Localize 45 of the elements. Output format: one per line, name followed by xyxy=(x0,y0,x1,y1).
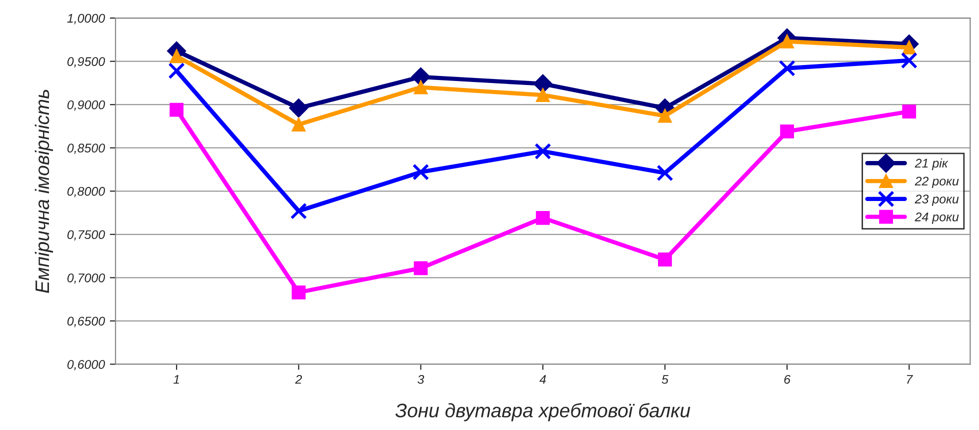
legend-label: 22 роки xyxy=(914,176,959,188)
y-tick-label: 0,9000 xyxy=(67,100,106,111)
y-axis-title: Емпірична імовірність xyxy=(34,90,53,293)
point xyxy=(658,108,672,123)
point xyxy=(290,202,307,220)
legend-label: 24 роки xyxy=(914,212,959,224)
point xyxy=(411,67,430,86)
point xyxy=(780,34,794,48)
y-tick-label: 0,6500 xyxy=(67,316,106,328)
y-tick-label: 0,9500 xyxy=(67,57,106,68)
y-tick-label: 0,8000 xyxy=(67,186,106,198)
y-tick-label: 1,0000 xyxy=(67,14,106,24)
point xyxy=(536,88,550,102)
legend-label: 23 роки xyxy=(914,194,959,206)
point xyxy=(902,40,916,54)
point xyxy=(414,80,428,94)
x-tick-label: 5 xyxy=(662,375,668,384)
point xyxy=(658,252,672,266)
x-axis-title: Зони двутавра хребтової балки xyxy=(395,402,690,422)
point xyxy=(656,164,674,182)
y-tick-label: 0,6000 xyxy=(67,360,106,370)
point xyxy=(292,285,306,300)
point xyxy=(534,142,552,160)
x-tick-label: 6 xyxy=(784,374,791,384)
point xyxy=(900,52,918,69)
point xyxy=(414,261,428,276)
point xyxy=(536,211,550,225)
y-tick-label: 0,8500 xyxy=(67,144,106,154)
point xyxy=(289,98,308,118)
x-tick-label: 7 xyxy=(906,375,913,384)
point xyxy=(412,164,430,180)
y-tick-label: 0,7500 xyxy=(67,230,106,241)
y-tick-label: 0,7000 xyxy=(67,273,106,284)
x-tick-label: 2 xyxy=(295,374,302,384)
point xyxy=(168,62,185,80)
point xyxy=(780,124,794,138)
x-tick-label: 1 xyxy=(173,375,179,384)
point xyxy=(778,60,796,77)
point xyxy=(902,104,916,118)
legend-label: 21 рік xyxy=(914,158,948,170)
point xyxy=(533,74,552,94)
point xyxy=(170,102,184,117)
x-tick-label: 4 xyxy=(539,375,546,384)
x-tick-label: 3 xyxy=(418,374,424,384)
point xyxy=(292,118,306,132)
